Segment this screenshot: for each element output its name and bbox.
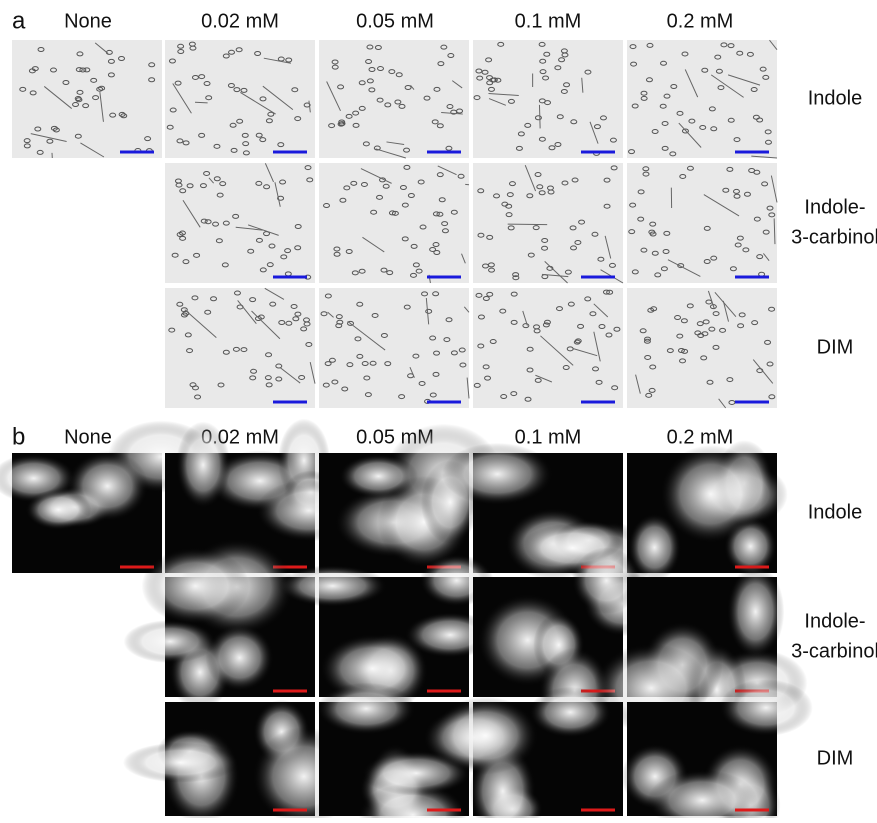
image-bg <box>165 288 315 408</box>
hypha <box>539 105 540 129</box>
texture <box>719 679 812 736</box>
row-label: DIM <box>817 336 854 358</box>
image-bg <box>473 40 623 158</box>
image-bg <box>473 288 623 408</box>
micrograph <box>627 288 777 408</box>
micrograph <box>319 40 469 158</box>
column-header: 0.1 mM <box>515 426 582 448</box>
micrograph <box>12 40 162 158</box>
column-header: None <box>64 10 112 32</box>
texture <box>124 620 217 663</box>
texture <box>278 565 387 607</box>
texture <box>727 565 785 658</box>
column-header: 0.2 mM <box>667 426 734 448</box>
image-bg <box>319 163 469 283</box>
panel-label: b <box>12 423 25 450</box>
image-bg <box>319 40 469 158</box>
image-bg <box>627 40 777 158</box>
micrograph <box>165 163 315 283</box>
texture <box>25 489 91 529</box>
texture <box>123 743 238 783</box>
texture <box>142 547 250 624</box>
micrograph <box>165 288 315 408</box>
column-header: 0.05 mM <box>356 10 434 32</box>
micrograph <box>627 40 777 158</box>
micrograph <box>165 40 315 158</box>
texture <box>442 443 553 505</box>
texture <box>529 687 611 738</box>
row-label: Indole- <box>804 196 865 218</box>
row-label: 3-carbinol <box>791 226 877 248</box>
image-bg <box>165 163 315 283</box>
micrograph <box>627 440 788 581</box>
image-bg <box>12 40 162 158</box>
hypha <box>195 102 208 103</box>
row-label: 3-carbinol <box>791 640 877 662</box>
row-label: Indole <box>808 87 863 109</box>
micrograph <box>473 40 623 158</box>
row-label: DIM <box>817 747 854 769</box>
image-bg <box>165 40 315 158</box>
texture <box>660 445 761 543</box>
micrograph <box>627 163 777 283</box>
column-header: 0.1 mM <box>515 10 582 32</box>
texture <box>206 624 274 691</box>
micrograph <box>319 288 469 408</box>
column-header: 0.02 mM <box>201 10 279 32</box>
row-label: Indole <box>808 501 863 523</box>
micrograph <box>319 163 469 283</box>
column-header: 0.2 mM <box>667 10 734 32</box>
row-label: Indole- <box>804 610 865 632</box>
micrograph <box>124 539 315 711</box>
texture <box>433 697 538 775</box>
column-header: None <box>64 426 112 448</box>
micrograph <box>473 288 623 408</box>
figure: a None 0.02 mM 0.05 mM 0.1 mM 0.2 mM Indole Ind… <box>0 0 877 818</box>
micrograph <box>473 163 623 283</box>
panel-label: a <box>12 7 26 34</box>
texture <box>317 683 416 735</box>
texture <box>176 422 230 509</box>
